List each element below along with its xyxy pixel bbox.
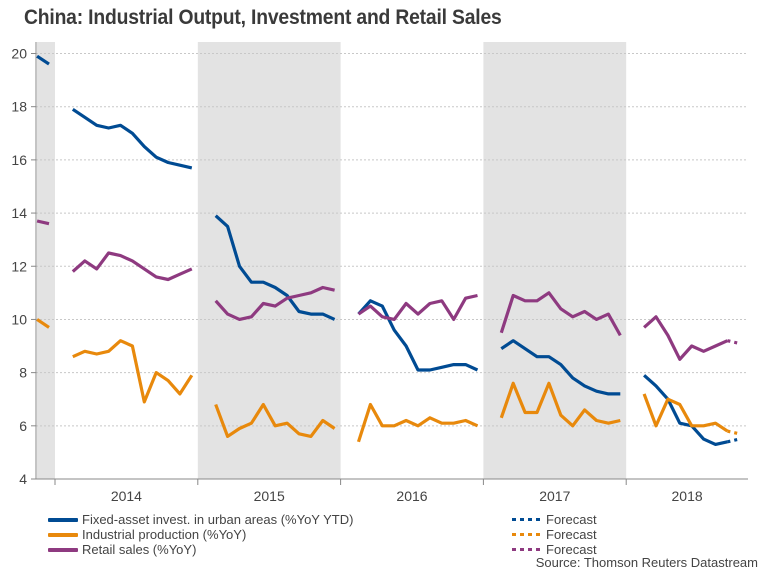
- line-rs-segment-4: [499, 291, 622, 337]
- line-rs-segment-0: [36, 219, 50, 226]
- legend-item-ip: Industrial production (%YoY): [48, 527, 353, 542]
- legend-label-fai: Fixed-asset invest. in urban areas (%YoY…: [82, 512, 354, 527]
- legend-item-fai-forecast: Forecast: [512, 512, 597, 527]
- legend-swatch-ip-forecast: [512, 533, 540, 536]
- chart-title: China: Industrial Output, Investment and…: [24, 6, 502, 29]
- axes: 4 6 8 10 12 14 16 18 20 2014 2015 2016 2017 2018: [11, 42, 748, 504]
- x-tick-label-2016: 2016: [396, 488, 427, 504]
- shaded-band-2015: [197, 42, 341, 479]
- y-tick-label-20: 20: [11, 46, 27, 62]
- shaded-band-2013: [37, 42, 55, 479]
- y-tick-label-14: 14: [11, 205, 27, 221]
- y-tick-label-18: 18: [11, 99, 27, 115]
- line-ip-segment-3: [356, 402, 479, 443]
- series-lines: [36, 54, 740, 446]
- legend-swatch-fai-forecast: [512, 518, 540, 521]
- line-fai-segment-3: [357, 299, 479, 372]
- legend-series: Fixed-asset invest. in urban areas (%YoY…: [48, 512, 353, 557]
- line-fai-segment-4: [500, 339, 621, 396]
- legend-label-rs-forecast: Forecast: [546, 542, 597, 557]
- forecast-ip: [727, 429, 740, 436]
- y-tick-label-12: 12: [11, 258, 27, 274]
- line-rs-segment-2: [214, 285, 335, 321]
- legend-forecast: Forecast Forecast Forecast: [512, 512, 597, 557]
- legend-swatch-rs-forecast: [512, 548, 540, 551]
- line-fai-segment-1: [71, 107, 193, 170]
- line-ip-segment-4: [499, 381, 621, 428]
- gridlines: [36, 53, 748, 427]
- x-tick-label-2014: 2014: [111, 488, 142, 504]
- forecast-fai: [727, 437, 740, 444]
- legend-swatch-rs: [48, 547, 78, 552]
- line-ip-segment-1: [72, 339, 194, 404]
- line-ip-segment-0: [36, 318, 50, 329]
- legend-item-rs: Retail sales (%YoY): [48, 542, 353, 557]
- line-rs-segment-1: [71, 251, 193, 282]
- x-tick-label-2018: 2018: [672, 488, 703, 504]
- line-fai-segment-5: [643, 374, 728, 446]
- line-ip-segment-2: [214, 402, 336, 438]
- legend-label-ip-forecast: Forecast: [546, 527, 597, 542]
- legend-item-fai: Fixed-asset invest. in urban areas (%YoY…: [48, 512, 353, 527]
- year-bands: [37, 42, 627, 479]
- legend-label-rs: Retail sales (%YoY): [82, 542, 197, 557]
- x-tick-label-2015: 2015: [254, 488, 285, 504]
- y-tick-label-8: 8: [19, 365, 27, 381]
- series-ip: [36, 318, 740, 443]
- y-tick-label-6: 6: [19, 418, 27, 434]
- legend-swatch-ip: [48, 532, 78, 537]
- line-fai-segment-0: [36, 54, 50, 66]
- y-tick-label-10: 10: [11, 311, 27, 327]
- line-ip-segment-5: [642, 393, 729, 433]
- line-fai-segment-2: [214, 214, 336, 321]
- y-tick-label-16: 16: [11, 152, 27, 168]
- series-fai: [36, 54, 740, 446]
- series-rs: [36, 219, 740, 361]
- line-rs-segment-5: [643, 315, 729, 361]
- legend-swatch-fai: [48, 517, 78, 522]
- legend-item-rs-forecast: Forecast: [512, 542, 597, 557]
- x-tick-label-2017: 2017: [539, 488, 570, 504]
- legend-label-ip: Industrial production (%YoY): [82, 527, 247, 542]
- legend-item-ip-forecast: Forecast: [512, 527, 597, 542]
- legend-label-fai-forecast: Forecast: [546, 512, 597, 527]
- y-tick-label-4: 4: [19, 471, 27, 487]
- forecast-rs: [727, 339, 740, 345]
- shaded-band-2017: [483, 42, 627, 479]
- source-note: Source: Thomson Reuters Datastream: [535, 555, 758, 570]
- line-rs-segment-3: [357, 293, 478, 321]
